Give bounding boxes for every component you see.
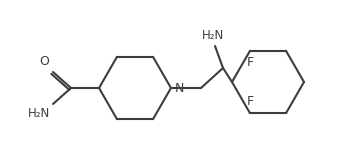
Text: H₂N: H₂N [202,29,224,42]
Text: H₂N: H₂N [28,107,50,120]
Text: F: F [246,56,254,69]
Text: O: O [39,55,49,68]
Text: N: N [175,82,184,94]
Text: F: F [246,95,254,108]
